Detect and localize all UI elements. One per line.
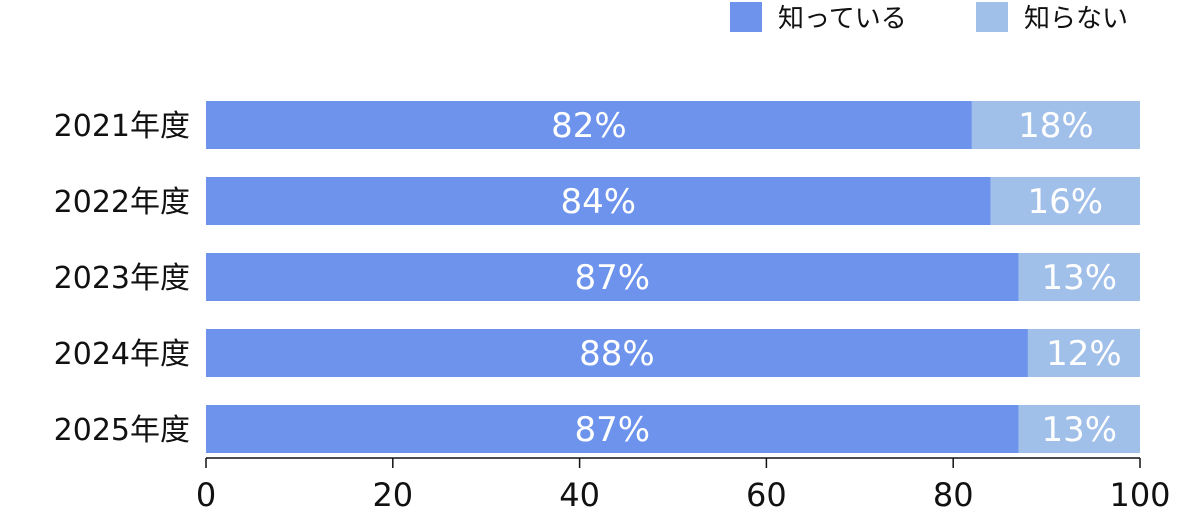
data-label: 87% xyxy=(575,258,651,298)
data-label: 13% xyxy=(1042,410,1118,450)
bar-segment-aware xyxy=(206,177,991,225)
bar-segment-unaware xyxy=(1018,253,1140,301)
legend-label-1: 知っている xyxy=(778,4,907,34)
category-label: 2023年度 xyxy=(54,261,190,296)
category-label: 2022年度 xyxy=(54,185,190,220)
bar-segment-unaware xyxy=(971,101,1140,149)
legend-swatch-1 xyxy=(730,2,762,32)
bar-segment-aware xyxy=(206,405,1019,453)
x-tick-label: 100 xyxy=(1109,476,1170,514)
bar-segment-unaware xyxy=(1018,405,1140,453)
legend-swatch-2 xyxy=(976,2,1008,32)
category-label: 2025年度 xyxy=(54,413,190,448)
data-label: 88% xyxy=(579,334,655,374)
x-tick-label: 40 xyxy=(559,476,600,514)
bar-segment-unaware xyxy=(990,177,1140,225)
category-labels: 2021年度 2022年度 2023年度 2024年度 2025年度 xyxy=(54,109,190,448)
x-axis: 0 20 40 60 80 100 xyxy=(196,457,1171,514)
legend-label-2: 知らない xyxy=(1024,4,1128,34)
bars: 82% 18% 84% 16% 87% 13% 88% 12% 87% 13% xyxy=(206,101,1140,453)
data-label: 87% xyxy=(575,410,651,450)
data-label: 82% xyxy=(551,106,627,146)
legend: 知っている 知らない xyxy=(730,2,1128,34)
x-tick-label: 20 xyxy=(372,476,413,514)
bar-segment-aware xyxy=(206,329,1028,377)
category-label: 2021年度 xyxy=(54,109,190,144)
x-tick-label: 0 xyxy=(196,476,216,514)
data-label: 84% xyxy=(560,182,636,222)
bar-segment-unaware xyxy=(1027,329,1140,377)
data-label: 13% xyxy=(1042,258,1118,298)
category-label: 2024年度 xyxy=(54,337,190,372)
x-tick-label: 60 xyxy=(746,476,787,514)
data-label: 16% xyxy=(1027,182,1103,222)
bar-segment-aware xyxy=(206,101,972,149)
x-tick-label: 80 xyxy=(933,476,974,514)
data-label: 12% xyxy=(1046,334,1122,374)
data-label: 18% xyxy=(1018,106,1094,146)
bar-segment-aware xyxy=(206,253,1019,301)
